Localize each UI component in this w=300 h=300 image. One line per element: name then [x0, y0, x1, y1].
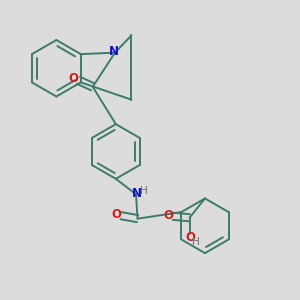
Text: H: H	[192, 237, 200, 248]
Text: N: N	[132, 187, 142, 200]
Text: O: O	[163, 209, 173, 222]
Text: O: O	[185, 232, 195, 244]
Text: O: O	[111, 208, 122, 221]
Text: N: N	[109, 45, 119, 58]
Text: H: H	[140, 186, 147, 196]
Text: O: O	[69, 72, 79, 85]
